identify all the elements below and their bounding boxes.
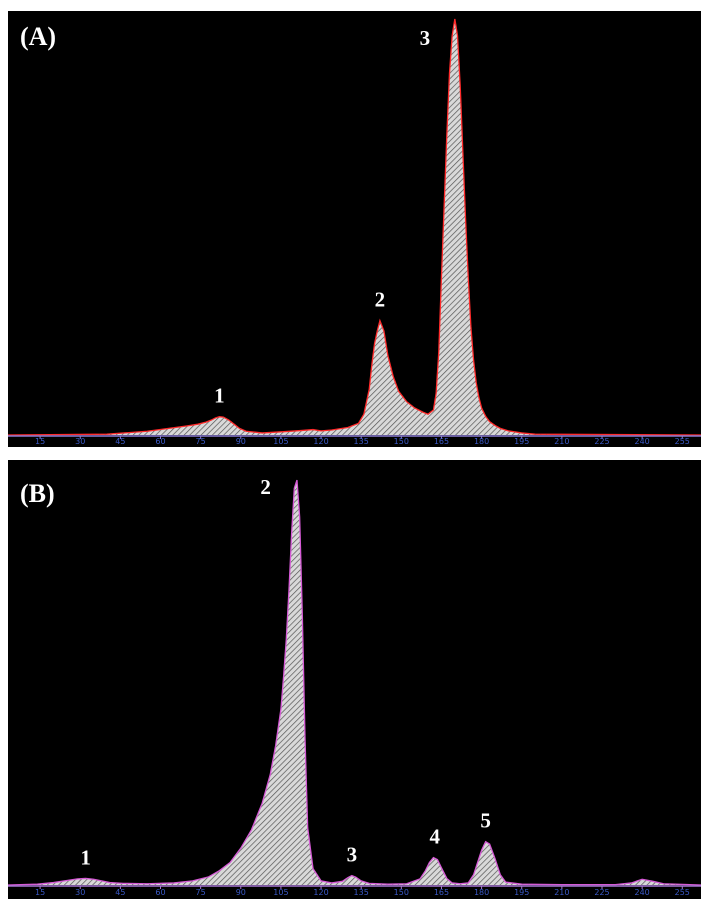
x-tick-label-0-225: 225 xyxy=(594,437,609,446)
peak-label-0-1: 1 xyxy=(214,384,225,408)
x-tick-label-0-150: 150 xyxy=(394,437,409,446)
x-tick-label-1-165: 165 xyxy=(434,888,449,897)
x-tick-label-0-15: 15 xyxy=(35,437,45,446)
x-tick-label-1-30: 30 xyxy=(75,888,85,897)
x-tick-label-0-180: 180 xyxy=(474,437,489,446)
x-tick-label-0-45: 45 xyxy=(115,437,125,446)
x-tick-label-0-105: 105 xyxy=(273,437,288,446)
x-tick-label-1-60: 60 xyxy=(155,888,165,897)
x-tick-label-1-210: 210 xyxy=(554,888,569,897)
x-tick-label-0-255: 255 xyxy=(675,437,690,446)
chromatogram-panel-a: 15 30 45 60 75 90 105 120 135 150 165 180 195 210 225 2… xyxy=(8,11,701,447)
trace-area-1 xyxy=(8,480,701,885)
x-tick-label-0-165: 165 xyxy=(434,437,449,446)
x-tick-label-1-75: 75 xyxy=(196,888,206,897)
peak-label-1-5: 5 xyxy=(480,809,491,833)
x-tick-label-0-210: 210 xyxy=(554,437,569,446)
panel-label-a: (A) xyxy=(20,22,56,51)
trace-line-0 xyxy=(8,18,701,436)
x-tick-label-0-240: 240 xyxy=(634,437,649,446)
peak-label-0-2: 2 xyxy=(375,288,386,312)
peak-label-1-1: 1 xyxy=(80,845,91,869)
x-tick-label-1-90: 90 xyxy=(236,888,246,897)
x-tick-label-0-120: 120 xyxy=(313,437,328,446)
chromatogram-b-plot: 15 30 45 60 75 90 105 120 135 150 165 180 195 210 225 2… xyxy=(8,475,701,897)
x-tick-label-1-255: 255 xyxy=(675,888,690,897)
x-tick-label-1-135: 135 xyxy=(354,888,369,897)
peak-label-1-3: 3 xyxy=(347,843,358,867)
chromatogram-panel-b: 15 30 45 60 75 90 105 120 135 150 165 180 195 210 225 2… xyxy=(8,460,701,899)
x-tick-label-1-240: 240 xyxy=(634,888,649,897)
x-tick-label-0-90: 90 xyxy=(236,437,246,446)
x-tick-label-0-30: 30 xyxy=(75,437,85,446)
trace-line-1 xyxy=(8,479,701,886)
x-tick-label-1-180: 180 xyxy=(474,888,489,897)
x-tick-label-1-120: 120 xyxy=(313,888,328,897)
x-tick-label-1-195: 195 xyxy=(514,888,529,897)
peak-label-0-3: 3 xyxy=(420,26,431,50)
x-tick-label-1-150: 150 xyxy=(394,888,409,897)
x-tick-label-1-15: 15 xyxy=(35,888,45,897)
peak-label-1-2: 2 xyxy=(260,475,271,499)
peak-label-1-4: 4 xyxy=(430,825,441,849)
x-tick-label-0-195: 195 xyxy=(514,437,529,446)
x-tick-label-0-60: 60 xyxy=(155,437,165,446)
x-tick-label-1-105: 105 xyxy=(273,888,288,897)
x-tick-label-0-135: 135 xyxy=(354,437,369,446)
chromatogram-a-plot: 15 30 45 60 75 90 105 120 135 150 165 180 195 210 225 2… xyxy=(8,18,701,446)
x-tick-label-1-225: 225 xyxy=(594,888,609,897)
panel-label-b: (B) xyxy=(20,479,55,508)
x-tick-label-0-75: 75 xyxy=(196,437,206,446)
trace-area-0 xyxy=(8,19,701,435)
x-tick-label-1-45: 45 xyxy=(115,888,125,897)
